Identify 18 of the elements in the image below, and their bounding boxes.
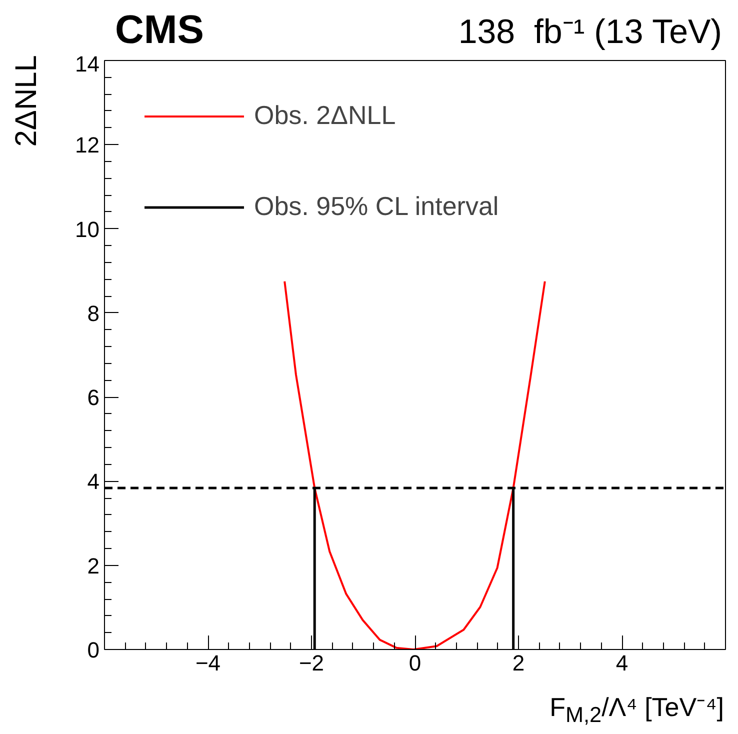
x-tick-label: −2 [298,650,324,676]
y-tick-label: 14 [75,52,100,76]
x-tick-label: −4 [195,650,221,676]
y-tick-label: 6 [87,385,100,410]
y-axis-title: 2ΔNLL [9,55,44,147]
y-tick-label: 12 [75,132,100,158]
x-tick-label: 0 [408,650,422,676]
y-tick-label: 10 [75,216,100,242]
x-axis-title: F$_{M,2}$/Λ⁴ [TeV⁻⁴] [550,691,724,730]
y-tick-label: 8 [87,300,100,326]
x-tick-label: 4 [616,650,628,676]
y-tick-label: 4 [87,469,100,494]
legend-label: Obs. 95% CL interval [254,191,499,222]
legend-label: Obs. 2ΔNLL [254,100,396,131]
x-tick-label: 2 [512,650,525,676]
text: CMS [115,7,204,54]
text: 138 fb⁻¹ (13 TeV) [458,12,722,53]
y-tick-label: 2 [87,553,100,578]
